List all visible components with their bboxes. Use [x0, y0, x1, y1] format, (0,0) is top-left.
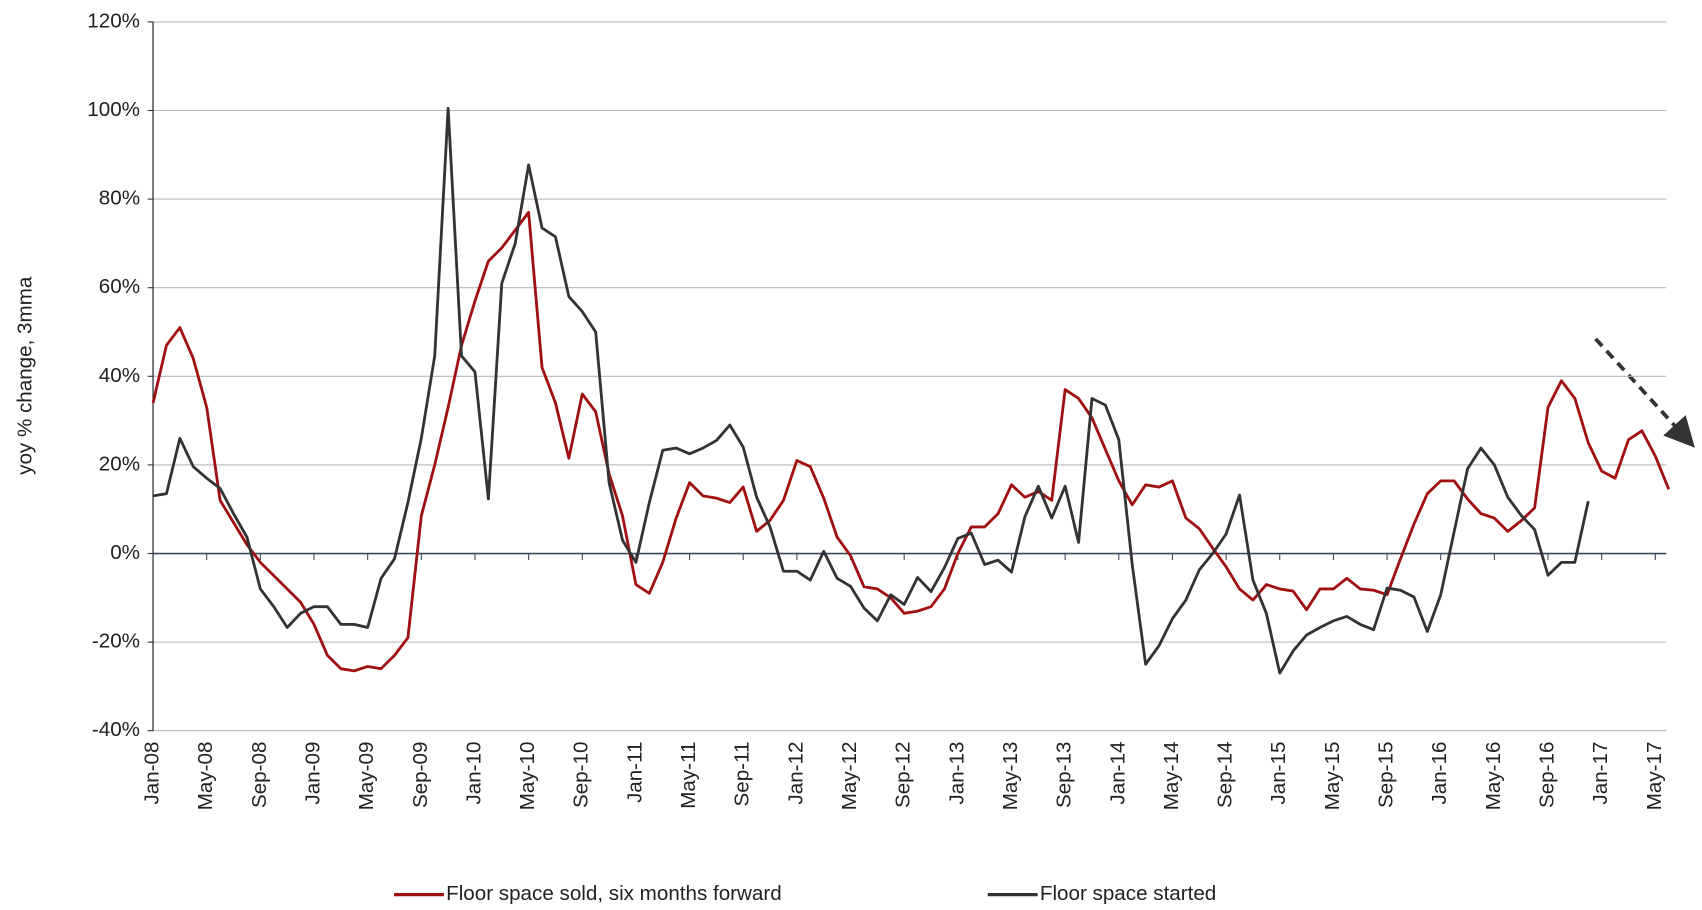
- x-tick-label: Jan-17: [1589, 742, 1612, 805]
- y-tick-label: 20%: [99, 452, 140, 475]
- x-tick-label: Jan-16: [1428, 742, 1451, 805]
- x-tick-label: May-16: [1482, 742, 1505, 811]
- x-tick-label: May-09: [355, 742, 378, 811]
- x-tick-label: Jan-08: [141, 742, 164, 805]
- y-tick-label: 120%: [87, 9, 140, 32]
- x-tick-label: Sep-12: [892, 742, 915, 808]
- x-tick-label: Sep-13: [1053, 742, 1076, 808]
- y-tick-label: 100%: [87, 98, 140, 121]
- x-tick-label: May-12: [838, 742, 861, 811]
- x-tick-label: May-17: [1643, 742, 1666, 811]
- x-tick-label: Jan-15: [1267, 742, 1290, 805]
- x-tick-label: Jan-14: [1106, 742, 1129, 805]
- x-tick-label: Jan-10: [462, 742, 485, 805]
- y-tick-label: 80%: [99, 187, 140, 210]
- x-tick-label: Sep-15: [1375, 742, 1398, 808]
- legend-label: Floor space sold, six months forward: [446, 882, 782, 905]
- x-tick-label: May-10: [516, 742, 539, 811]
- y-tick-label: 60%: [99, 275, 140, 298]
- x-tick-label: May-15: [1321, 742, 1344, 811]
- trend-arrow: [1594, 337, 1695, 448]
- x-tick-label: May-11: [677, 742, 700, 809]
- series-line: [151, 210, 1671, 673]
- x-tick-label: Sep-10: [570, 742, 593, 808]
- y-tick-label: 0%: [110, 541, 140, 564]
- x-tick-label: Jan-13: [945, 742, 968, 805]
- x-tick-label: Jan-12: [784, 742, 807, 805]
- y-tick-label: -40%: [92, 718, 140, 741]
- legend-label: Floor space started: [1040, 882, 1216, 905]
- y-tick-label: 40%: [99, 364, 140, 387]
- y-axis-label: yoy % change, 3mma: [14, 276, 37, 475]
- x-tick-label: Sep-09: [409, 742, 432, 808]
- x-tick-label: Sep-16: [1535, 742, 1558, 808]
- x-tick-label: Sep-08: [248, 742, 271, 808]
- x-tick-label: May-08: [194, 742, 217, 811]
- x-tick-label: Jan-11: [623, 742, 646, 804]
- x-tick-label: Sep-11: [731, 742, 754, 807]
- x-tick-label: May-14: [1160, 742, 1183, 811]
- series-line: [152, 106, 1590, 675]
- x-tick-label: Sep-14: [1214, 742, 1237, 808]
- x-tick-label: Jan-09: [301, 742, 324, 805]
- y-tick-label: -20%: [92, 630, 140, 653]
- x-tick-label: May-13: [999, 742, 1022, 811]
